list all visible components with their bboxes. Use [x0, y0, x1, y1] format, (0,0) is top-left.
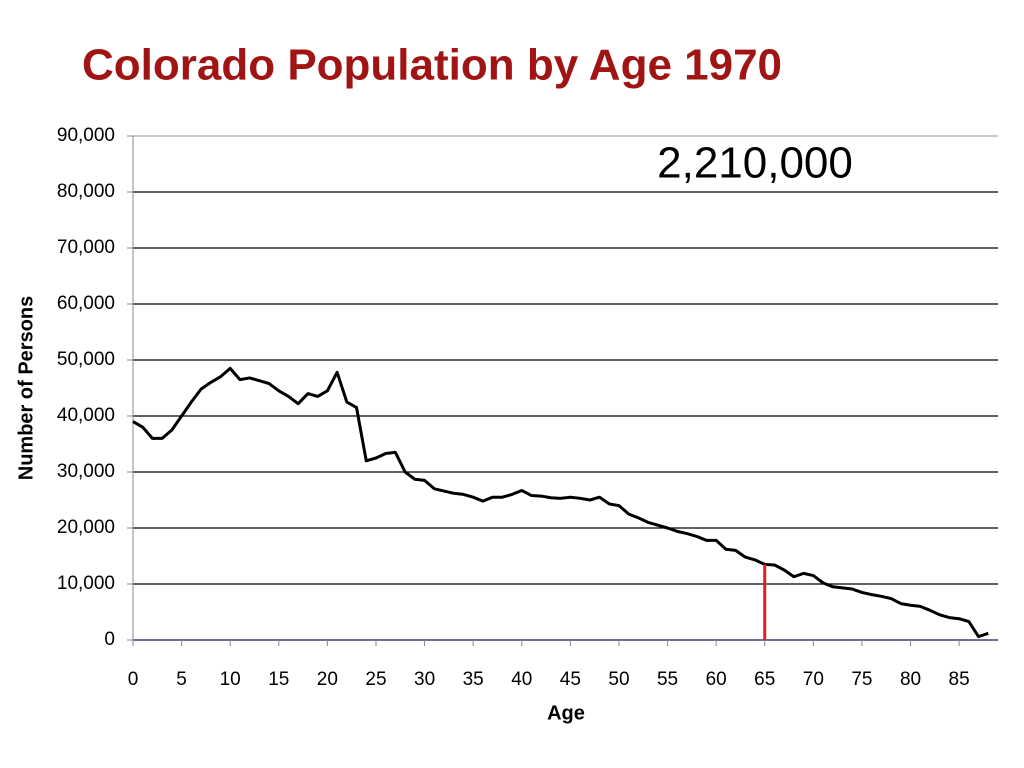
x-tick-label: 40 [511, 669, 532, 690]
x-tick-label: 45 [560, 669, 581, 690]
y-axis-label: Number of Persons [15, 296, 37, 480]
y-tick-label: 30,000 [57, 461, 115, 482]
y-tick-label: 50,000 [57, 349, 115, 370]
y-tick-label: 10,000 [57, 573, 115, 594]
y-tick-label: 80,000 [57, 181, 115, 202]
x-tick-label: 10 [220, 669, 241, 690]
x-tick-label: 35 [463, 669, 484, 690]
y-tick-label: 60,000 [57, 293, 115, 314]
x-tick-label: 85 [949, 669, 970, 690]
x-axis-label: Age [547, 702, 585, 724]
x-tick-label: 50 [608, 669, 629, 690]
y-tick-label: 20,000 [57, 517, 115, 538]
x-tick-label: 65 [754, 669, 775, 690]
y-tick-label: 0 [104, 629, 115, 650]
chart-title: Colorado Population by Age 1970 [82, 41, 782, 90]
y-tick-label: 90,000 [57, 125, 115, 146]
y-tick-label: 70,000 [57, 237, 115, 258]
x-tick-label: 0 [128, 669, 139, 690]
x-tick-label: 15 [268, 669, 289, 690]
x-tick-label: 55 [657, 669, 678, 690]
x-tick-label: 30 [414, 669, 435, 690]
x-tick-label: 25 [365, 669, 386, 690]
y-tick-label: 40,000 [57, 405, 115, 426]
x-tick-label: 70 [803, 669, 824, 690]
x-tick-label: 60 [706, 669, 727, 690]
x-tick-label: 20 [317, 669, 338, 690]
x-tick-label: 5 [176, 669, 187, 690]
data-line [132, 366, 989, 639]
x-tick-label: 75 [851, 669, 872, 690]
annotation: 2,210,000 [657, 139, 853, 188]
x-tick-label: 80 [900, 669, 921, 690]
